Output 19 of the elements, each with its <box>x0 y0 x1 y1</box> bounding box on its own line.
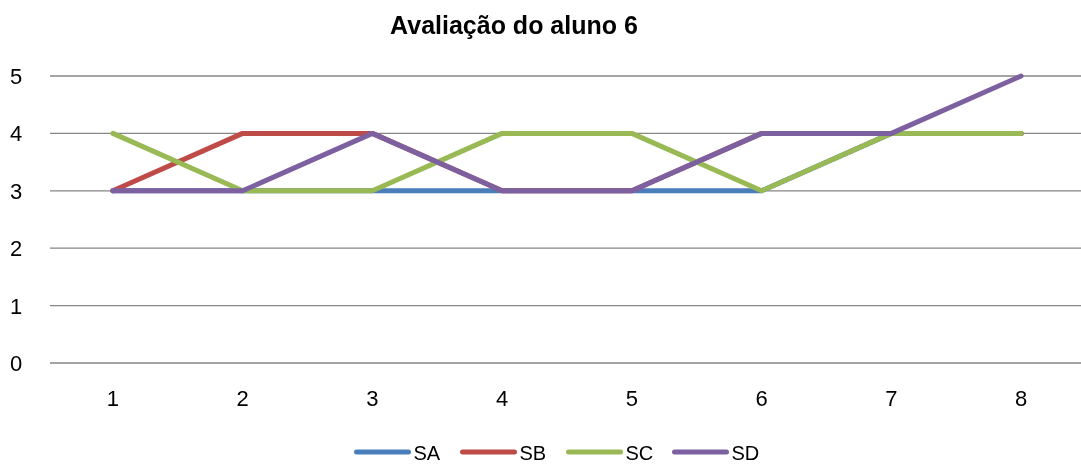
y-tick-label: 0 <box>9 350 23 376</box>
chart-title: Avaliação do aluno 6 <box>390 11 638 39</box>
x-tick-label: 7 <box>885 386 898 411</box>
legend-label: SD <box>731 442 760 464</box>
x-tick-label: 8 <box>1015 386 1028 411</box>
x-tick-label: 3 <box>366 386 379 411</box>
x-tick-label: 4 <box>496 386 509 411</box>
y-tick-label: 3 <box>9 178 23 204</box>
y-tick-label: 4 <box>9 121 23 147</box>
x-tick-label: 2 <box>236 386 249 411</box>
legend-label: SC <box>625 442 654 464</box>
legend-label: SB <box>519 442 547 464</box>
x-tick-label: 5 <box>625 386 638 411</box>
y-tick-label: 5 <box>9 63 23 89</box>
x-tick-label: 6 <box>755 386 768 411</box>
x-tick-label: 1 <box>106 386 119 411</box>
y-tick-label: 1 <box>9 293 23 319</box>
y-tick-label: 2 <box>9 236 23 262</box>
legend-label: SA <box>413 442 441 464</box>
